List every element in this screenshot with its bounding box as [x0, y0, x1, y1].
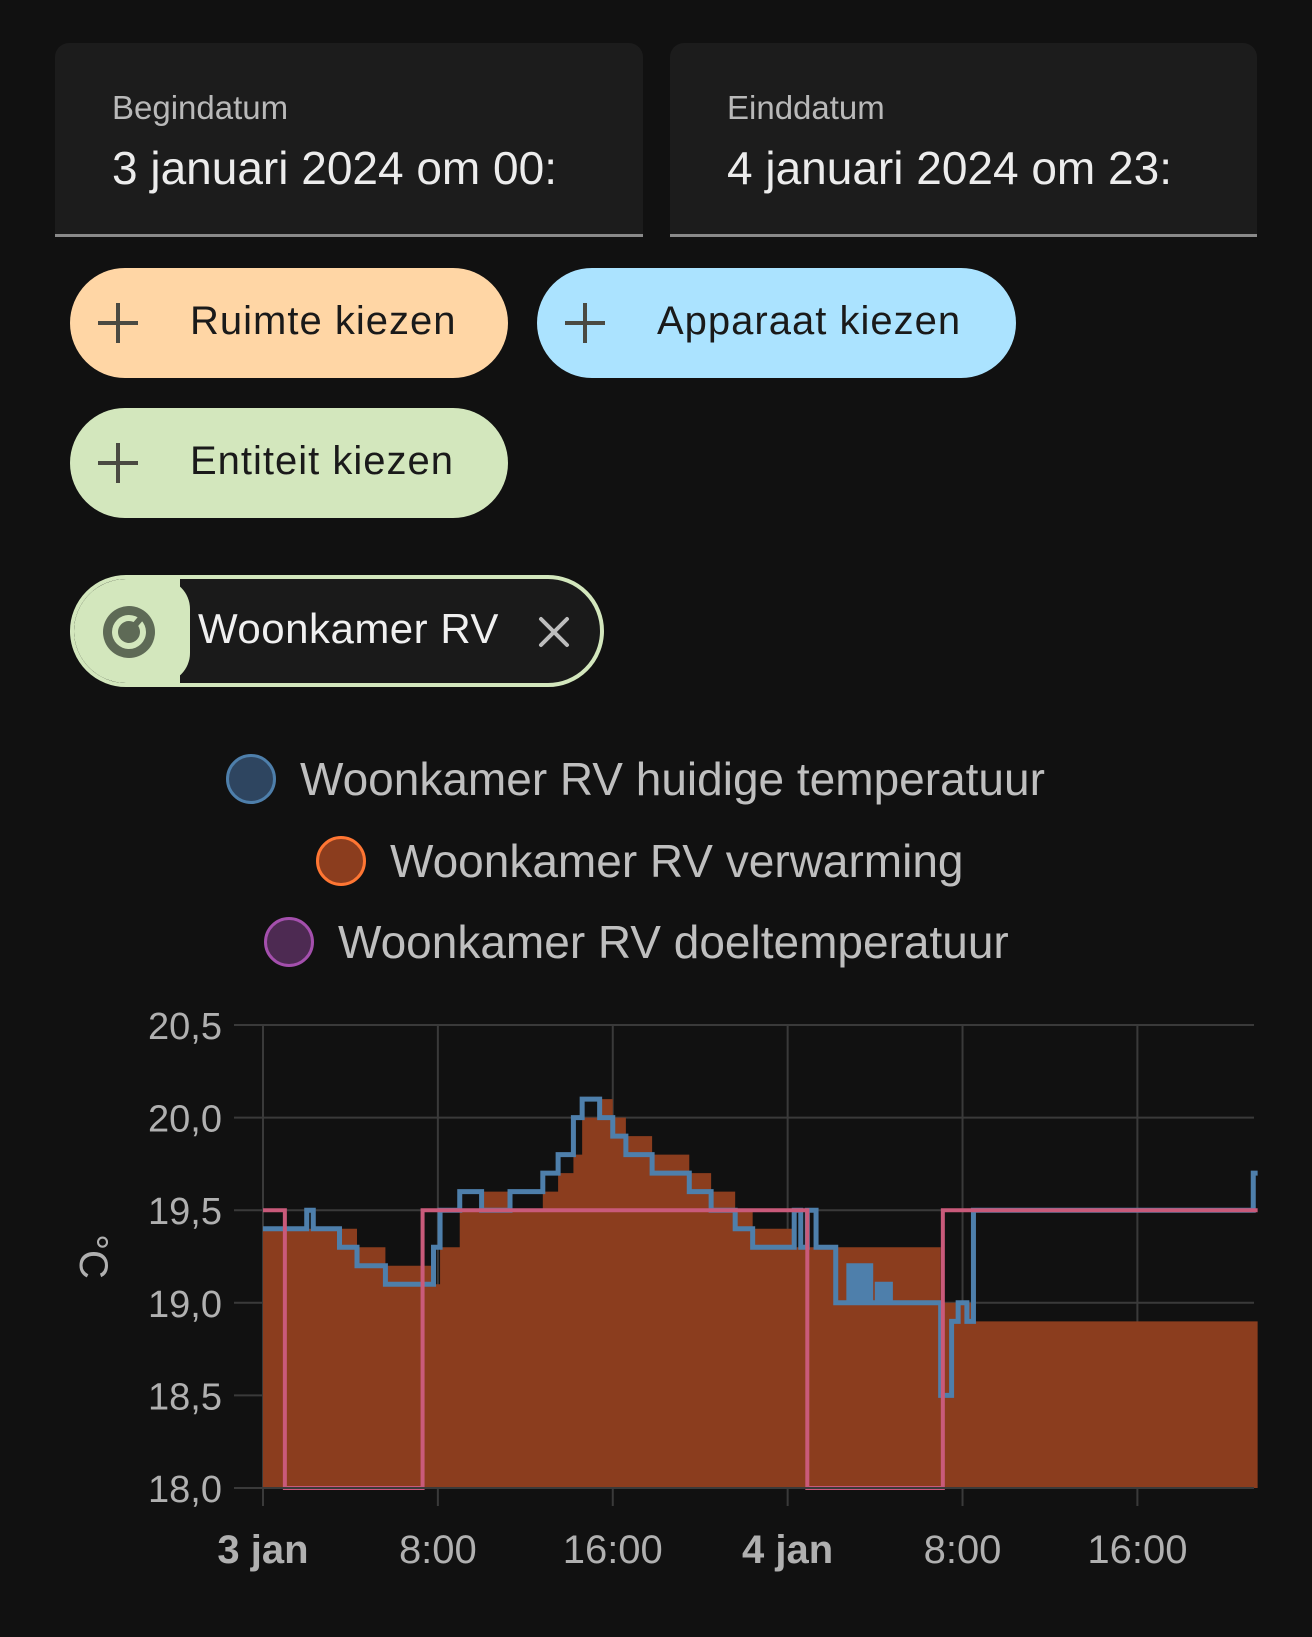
legend-item-heating[interactable]: Woonkamer RV verwarming [316, 834, 964, 888]
choose-area-button[interactable]: Ruimte kiezen [70, 268, 508, 378]
choose-device-label: Apparaat kiezen [657, 299, 962, 343]
end-date-field[interactable]: Einddatum 4 januari 2024 om 23: [670, 43, 1257, 237]
start-date-label: Begindatum [112, 89, 289, 126]
x-tick-label: 16:00 [563, 1528, 663, 1572]
legend-swatch [226, 754, 276, 804]
y-tick-label: 19,0 [148, 1284, 222, 1326]
legend-item-current-temperature[interactable]: Woonkamer RV huidige temperatuur [226, 752, 1045, 806]
legend-label: Woonkamer RV verwarming [390, 835, 964, 887]
legend-label: Woonkamer RV huidige temperatuur [300, 753, 1045, 805]
end-date-label: Einddatum [727, 89, 885, 126]
legend-swatch [316, 836, 366, 886]
start-date-value: 3 januari 2024 om 00: [112, 142, 557, 194]
history-chart[interactable]: 20,5 20,0 19,5 19,0 18,5 18,0 3 jan 8:00 16:00 4 … [0, 980, 1312, 1600]
plus-icon [98, 303, 138, 343]
y-tick-label: 18,0 [148, 1469, 222, 1511]
x-tick-label: 8:00 [399, 1528, 477, 1572]
y-tick-label: 18,5 [148, 1376, 222, 1418]
y-tick-label: 19,5 [148, 1191, 222, 1233]
end-date-value: 4 januari 2024 om 23: [727, 142, 1172, 194]
x-tick-label: 3 jan [217, 1528, 308, 1572]
target-temperature-line [263, 1208, 1258, 1490]
choose-device-button[interactable]: Apparaat kiezen [537, 268, 1016, 378]
start-date-field[interactable]: Begindatum 3 januari 2024 om 00: [55, 43, 643, 237]
choose-area-label: Ruimte kiezen [190, 299, 457, 343]
x-tick-label: 4 jan [742, 1528, 833, 1572]
plus-icon [565, 303, 605, 343]
close-icon[interactable] [537, 615, 571, 649]
y-tick-label: 20,5 [148, 1006, 222, 1048]
legend-label: Woonkamer RV doeltemperatuur [338, 916, 1009, 968]
y-axis-label: °C [71, 1234, 115, 1279]
selected-entity-chip[interactable]: Woonkamer RV [70, 575, 604, 687]
y-tick-label: 20,0 [148, 1099, 222, 1141]
heating-area [263, 1099, 1258, 1488]
x-tick-label: 16:00 [1087, 1528, 1187, 1572]
selected-entity-label: Woonkamer RV [198, 605, 499, 652]
plus-icon [98, 443, 138, 483]
legend-swatch [264, 917, 314, 967]
chip-icon-background [74, 579, 190, 683]
choose-entity-label: Entiteit kiezen [190, 439, 455, 483]
thermostat-icon [103, 606, 155, 658]
x-tick-label: 8:00 [924, 1528, 1002, 1572]
choose-entity-button[interactable]: Entiteit kiezen [70, 408, 508, 518]
legend-item-target-temperature[interactable]: Woonkamer RV doeltemperatuur [264, 915, 1009, 969]
